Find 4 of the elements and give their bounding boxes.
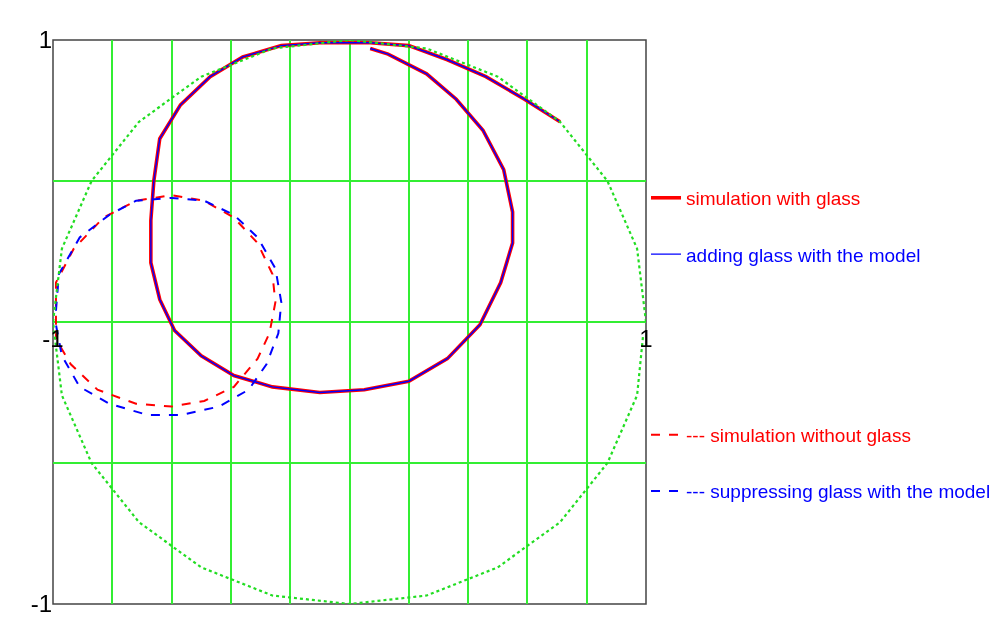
legend-label: adding glass with the model <box>686 244 921 266</box>
legend-label: --- suppressing glass with the model <box>686 481 991 503</box>
legend-label: simulation with glass <box>686 188 861 210</box>
legend-label: --- simulation without glass <box>686 425 911 447</box>
